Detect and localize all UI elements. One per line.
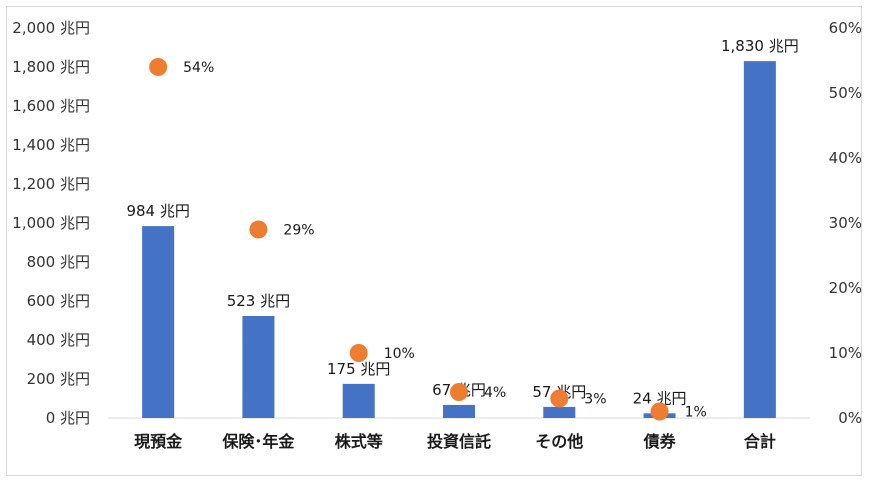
bar	[743, 61, 776, 419]
scatter-point	[149, 58, 168, 76]
scatter-point	[650, 402, 669, 421]
right-axis-tick-label: 20%	[829, 279, 862, 297]
scatter-point	[249, 220, 268, 239]
left-axis-tick-label: 800 兆円	[27, 253, 90, 271]
left-axis-tick-label: 0 兆円	[46, 409, 90, 427]
category-label: 投資信託	[427, 432, 491, 451]
category-label: 現預金	[134, 432, 183, 451]
scatter-data-label: 54%	[183, 60, 214, 76]
left-axis-tick-label: 1,000 兆円	[12, 214, 90, 232]
category-label: 合計	[744, 432, 776, 451]
category-label: 株式等	[335, 432, 383, 451]
bar-data-label: 984 兆円	[126, 202, 189, 220]
scatter-data-label: 10%	[384, 346, 415, 362]
right-axis-tick-label: 0%	[838, 409, 862, 427]
bar	[242, 316, 275, 418]
scatter-data-label: 29%	[283, 223, 314, 239]
right-axis-tick-label: 30%	[829, 214, 862, 232]
right-axis-tick-label: 60%	[829, 19, 862, 37]
left-axis-tick-label: 200 兆円	[27, 370, 90, 388]
right-axis-tick-label: 40%	[829, 149, 862, 167]
scatter-point	[450, 383, 468, 401]
category-label: 債券	[643, 432, 677, 451]
right-axis-tick-label: 50%	[829, 84, 862, 102]
bar	[543, 406, 576, 418]
left-axis-tick-label: 600 兆円	[27, 292, 90, 310]
bar	[142, 226, 175, 418]
left-axis-tick-label: 1,600 兆円	[12, 97, 90, 115]
right-axis-tick-label: 10%	[829, 344, 862, 362]
scatter-point	[550, 389, 569, 408]
left-axis-tick-label: 2,000 兆円	[12, 19, 90, 37]
scatter-data-label: 1%	[685, 405, 707, 421]
left-axis-tick-label: 400 兆円	[27, 331, 90, 349]
bar-data-label: 175 兆円	[327, 360, 390, 378]
scatter-data-label: 4%	[484, 385, 506, 401]
scatter-data-label: 3%	[584, 392, 606, 408]
bar	[342, 383, 375, 418]
bar	[443, 404, 475, 418]
left-axis-tick-label: 1,200 兆円	[12, 175, 90, 193]
scatter-point	[349, 344, 368, 362]
bar-data-label: 1,830 兆円	[721, 37, 799, 55]
bar-data-label: 24 兆円	[633, 389, 687, 407]
left-axis-tick-label: 1,400 兆円	[12, 136, 90, 154]
category-label: その他	[535, 432, 583, 451]
bar-data-label: 523 兆円	[227, 292, 290, 310]
category-label: 保険･年金	[221, 432, 295, 451]
left-axis-tick-label: 1,800 兆円	[12, 58, 90, 76]
